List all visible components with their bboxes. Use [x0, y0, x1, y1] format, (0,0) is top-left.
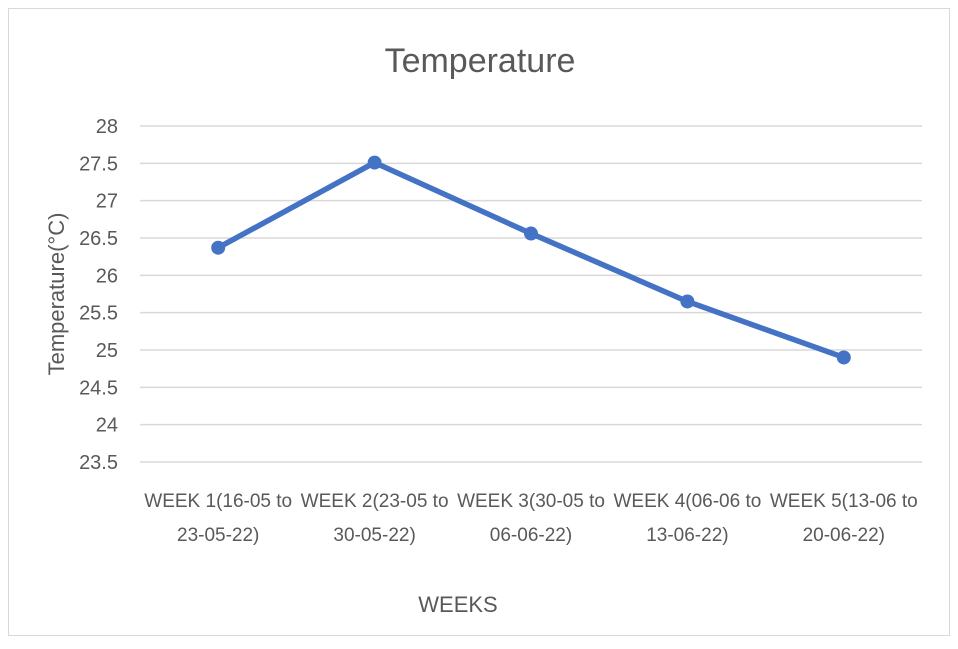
x-category-label: 23-05-22) — [177, 525, 259, 546]
x-category-label: WEEK 5(13-06 to — [770, 491, 918, 512]
x-category-label: WEEK 1(16-05 to — [144, 491, 292, 512]
data-point — [836, 350, 851, 365]
y-tick-label: 23.5 — [79, 452, 118, 474]
y-tick-label: 26.5 — [79, 228, 118, 250]
data-point — [367, 155, 382, 170]
y-tick-label: 25.5 — [79, 303, 118, 325]
x-category-label: WEEK 3(30-05 to — [457, 491, 605, 512]
data-point — [524, 226, 538, 241]
data-point — [211, 240, 226, 255]
x-category-label: 13-06-22) — [646, 525, 728, 546]
x-category-label: 30-05-22) — [333, 525, 415, 546]
data-point — [680, 294, 695, 309]
y-tick-label: 27.5 — [79, 153, 118, 175]
y-tick-label: 24 — [96, 415, 118, 437]
y-axis-title: Temperature(°C) — [44, 213, 69, 376]
x-category-label: WEEK 2(23-05 to — [301, 491, 449, 512]
y-axis-ticks: 23.5 24 24.5 25 25.5 26 26.5 27 27.5 28 — [79, 116, 118, 474]
x-category-label: 06-06-22) — [490, 525, 572, 546]
x-category-label: 20-06-22) — [803, 525, 885, 546]
gridlines — [140, 125, 922, 463]
series-layer — [211, 155, 851, 365]
y-tick-label: 26 — [96, 265, 118, 287]
x-axis-categories: WEEK 1(16-05 to 23-05-22) WEEK 2(23-05 to 3… — [144, 491, 917, 546]
x-category-label: WEEK 4(06-06 to — [613, 491, 761, 512]
chart-title: Temperature — [385, 42, 576, 80]
y-tick-label: 28 — [96, 116, 118, 138]
series-line — [215, 159, 847, 361]
y-tick-label: 27 — [96, 191, 118, 213]
chart-frame — [8, 8, 950, 636]
y-tick-label: 24.5 — [79, 377, 118, 399]
y-tick-label: 25 — [96, 340, 118, 362]
x-axis-title: WEEKS — [418, 592, 497, 617]
